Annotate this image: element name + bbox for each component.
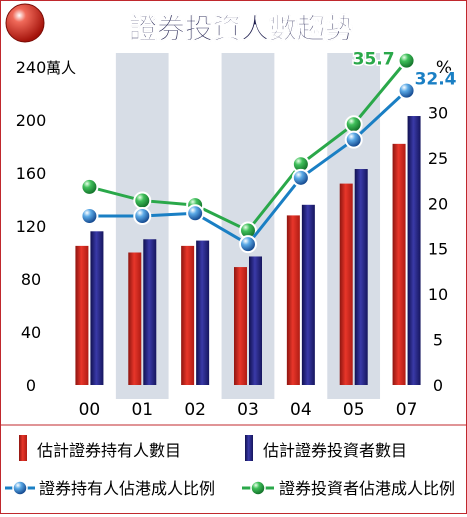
legend-label-holder-ratio: 證券持有人佔港成人比例 xyxy=(39,479,215,498)
marker-holder-ratio xyxy=(186,204,205,223)
x-axis-ticks: 00 01 02 03 04 05 07 xyxy=(79,400,418,420)
column-band xyxy=(63,53,116,399)
marker-holder-ratio xyxy=(133,207,152,226)
bar-holders xyxy=(128,252,142,385)
right-tick-label: 0 xyxy=(433,376,443,395)
legend-item-holders: 估計證券持有人數目 xyxy=(19,435,181,461)
right-tick-label: 25 xyxy=(428,149,448,168)
bar-holders xyxy=(339,183,353,385)
legend-item-holder-ratio: 證券持有人佔港成人比例 xyxy=(5,479,215,498)
legend-item-investors: 估計證券投資者數目 xyxy=(245,435,407,461)
left-tick-label: 0 xyxy=(26,376,36,395)
left-axis-unit-label: 萬人 xyxy=(46,59,76,77)
x-tick-label: 00 xyxy=(79,400,101,420)
legend-swatch-navy xyxy=(245,435,253,461)
column-band xyxy=(115,53,169,399)
legend-label-investors: 估計證券投資者數目 xyxy=(263,441,407,460)
bar-investors xyxy=(301,204,315,385)
x-tick-label: 03 xyxy=(237,400,259,420)
column-bands xyxy=(63,53,433,399)
label-holder-ratio-last: 32.4 xyxy=(415,70,457,90)
right-tick-label: 5 xyxy=(433,331,443,350)
bar-investors xyxy=(143,239,157,385)
legend: 估計證券持有人數目 估計證券投資者數目 證券持有人佔港成人比例 證券投資者佔港成… xyxy=(5,435,455,498)
marker-holder-ratio xyxy=(344,130,363,149)
legend-label-investor-ratio: 證券投資者佔港成人比例 xyxy=(279,479,455,498)
left-tick-label: 200 xyxy=(16,111,47,130)
bar-investors xyxy=(196,240,210,385)
x-tick-label: 07 xyxy=(396,400,418,420)
bar-investors xyxy=(249,256,262,385)
column-band xyxy=(327,53,381,399)
marker-investor-ratio xyxy=(133,191,152,210)
bar-investors xyxy=(90,231,104,385)
legend-label-holders: 估計證券持有人數目 xyxy=(37,441,181,460)
marker-holder-ratio xyxy=(291,168,310,187)
left-tick-label: 80 xyxy=(21,270,41,289)
marker-holder-ratio xyxy=(80,207,99,226)
right-tick-label: 20 xyxy=(428,194,448,213)
bars-layer xyxy=(75,116,421,386)
column-band xyxy=(380,53,433,399)
bar-holders xyxy=(392,143,406,385)
left-tick-label: 160 xyxy=(16,164,47,183)
legend-marker-blue xyxy=(12,480,28,496)
title-ball-icon xyxy=(5,3,45,43)
legend-marker-green xyxy=(250,480,266,496)
right-axis-ticks: 0 5 10 15 20 25 30 xyxy=(428,103,448,395)
left-tick-label: 240 xyxy=(16,58,47,77)
column-band xyxy=(168,53,222,399)
bar-holders xyxy=(286,215,300,385)
legend-swatch-red xyxy=(19,435,27,461)
column-band xyxy=(274,53,328,399)
left-axis-ticks: 0 40 80 120 160 200 240 xyxy=(16,58,47,395)
x-tick-label: 05 xyxy=(343,400,365,420)
left-tick-label: 40 xyxy=(21,323,41,342)
x-tick-label: 01 xyxy=(131,400,153,420)
right-tick-label: 10 xyxy=(428,285,448,304)
bar-investors xyxy=(354,169,368,385)
left-tick-label: 120 xyxy=(16,217,47,236)
lines-layer: 35.7 32.4 xyxy=(80,48,458,254)
marker-investor-ratio xyxy=(80,177,99,196)
marker-holder-ratio xyxy=(397,81,416,100)
bar-holders xyxy=(234,267,247,385)
right-axis-unit-label: % xyxy=(436,58,452,78)
bar-holders xyxy=(181,245,195,385)
bar-investors xyxy=(407,116,421,386)
marker-investor-ratio xyxy=(344,115,363,134)
label-investor-ratio-last: 35.7 xyxy=(353,50,395,70)
chart-title: 證券投資人數趨勢 xyxy=(129,12,353,45)
x-tick-label: 04 xyxy=(290,400,312,420)
marker-investor-ratio xyxy=(397,51,416,70)
right-tick-label: 30 xyxy=(428,103,448,122)
marker-holder-ratio xyxy=(239,235,257,254)
bar-holders xyxy=(75,245,89,385)
x-tick-label: 02 xyxy=(184,400,206,420)
right-tick-label: 15 xyxy=(428,240,448,259)
legend-item-investor-ratio: 證券投資者佔港成人比例 xyxy=(242,479,455,498)
